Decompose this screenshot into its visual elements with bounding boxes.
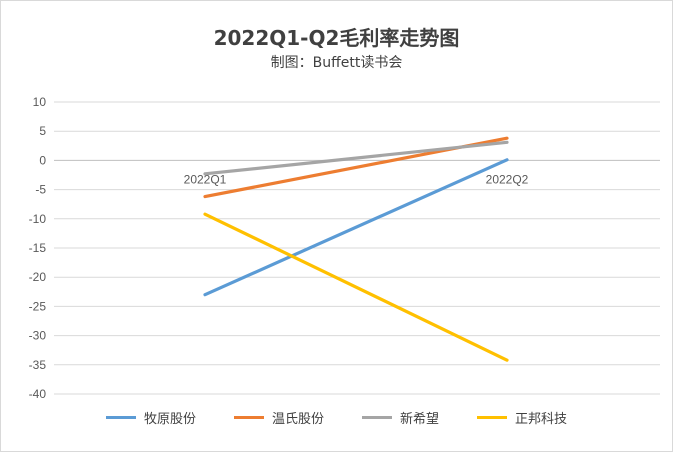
legend-item: 正邦科技 <box>477 408 567 427</box>
legend-label: 新希望 <box>400 412 440 427</box>
legend-label: 温氏股份 <box>271 412 324 427</box>
legend-item: 新希望 <box>362 408 439 427</box>
legend-swatch <box>233 416 264 419</box>
y-tick-label: 0 <box>39 153 46 167</box>
series-line <box>203 158 509 297</box>
y-tick-label: 10 <box>33 95 47 109</box>
y-tick-label: -30 <box>29 329 47 343</box>
y-tick-label: -35 <box>29 358 47 372</box>
legend: 牧原股份 温氏股份 新希望 正邦科技 <box>0 408 673 427</box>
y-tick-label: -40 <box>29 387 47 401</box>
y-tick-label: -15 <box>29 241 47 255</box>
legend-item: 牧原股份 <box>105 408 196 427</box>
legend-label: 正邦科技 <box>515 412 568 427</box>
chart-title: 2022Q1-Q2毛利率走势图 <box>213 26 460 50</box>
y-tick-label: -5 <box>35 183 46 197</box>
legend-swatch <box>362 416 392 419</box>
y-tick-label: -10 <box>29 212 47 226</box>
legend-label: 牧原股份 <box>143 412 196 427</box>
legend-swatch <box>477 416 508 419</box>
series-line <box>203 140 509 176</box>
x-tick-label: 2022Q2 <box>486 172 529 186</box>
y-tick-label: 5 <box>39 124 46 138</box>
y-tick-label: -20 <box>29 270 47 284</box>
legend-swatch <box>105 416 136 419</box>
y-tick-label: -25 <box>29 299 47 313</box>
chart-subtitle: 制图：Buffett读书会 <box>270 55 403 71</box>
series-line <box>203 212 509 362</box>
x-tick-label: 2022Q1 <box>184 172 227 186</box>
legend-item: 温氏股份 <box>233 408 324 427</box>
